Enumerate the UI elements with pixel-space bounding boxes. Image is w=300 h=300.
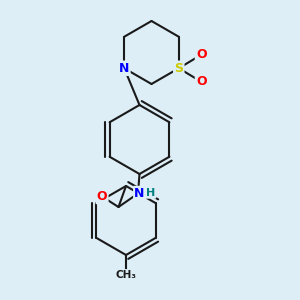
Text: S: S <box>174 62 183 75</box>
Text: N: N <box>119 62 129 75</box>
Text: N: N <box>134 187 145 200</box>
Text: O: O <box>97 190 107 203</box>
Text: CH₃: CH₃ <box>116 270 136 280</box>
Text: O: O <box>196 75 207 88</box>
Text: O: O <box>196 48 207 61</box>
Text: H: H <box>146 188 155 198</box>
